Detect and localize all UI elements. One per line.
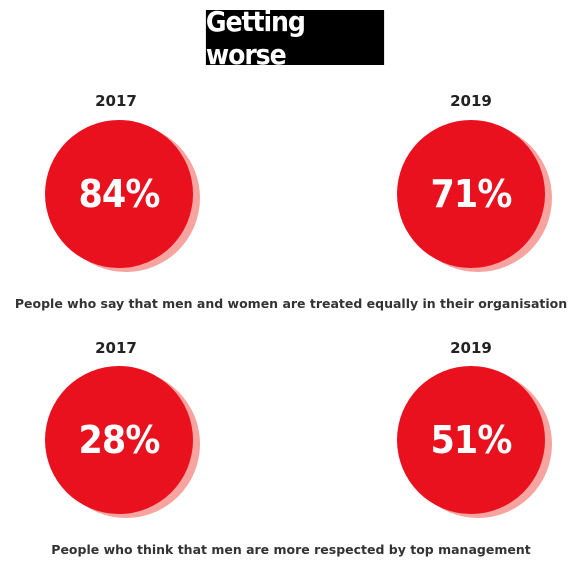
stat-value-2017-b: 28% bbox=[78, 418, 161, 462]
year-label-2019-a: 2019 bbox=[450, 92, 492, 110]
stat-circle-2019-a: 71% bbox=[397, 120, 545, 268]
caption-equal-treatment: People who say that men and women are tr… bbox=[14, 296, 568, 311]
year-label-2017-b: 2017 bbox=[95, 339, 137, 357]
stat-value-2019-a: 71% bbox=[430, 172, 513, 216]
stat-circle-2017-a: 84% bbox=[45, 120, 193, 268]
year-label-2019-b: 2019 bbox=[450, 339, 492, 357]
caption-respect-management: People who think that men are more respe… bbox=[51, 542, 531, 557]
stat-value-2019-b: 51% bbox=[430, 418, 513, 462]
stat-circle-2019-b: 51% bbox=[397, 366, 545, 514]
stat-value-2017-a: 84% bbox=[78, 172, 161, 216]
year-label-2017-a: 2017 bbox=[95, 92, 137, 110]
stat-circle-2017-b: 28% bbox=[45, 366, 193, 514]
chart-title: Getting worse bbox=[205, 5, 385, 71]
